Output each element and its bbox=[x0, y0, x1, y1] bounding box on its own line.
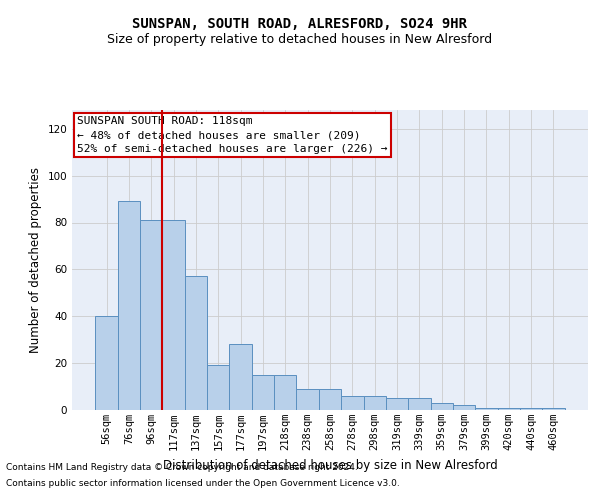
Bar bbox=[229, 344, 252, 410]
Bar bbox=[520, 408, 542, 410]
Bar bbox=[95, 316, 118, 410]
Text: Contains public sector information licensed under the Open Government Licence v3: Contains public sector information licen… bbox=[6, 478, 400, 488]
Bar bbox=[408, 398, 431, 410]
Text: Contains HM Land Registry data © Crown copyright and database right 2024.: Contains HM Land Registry data © Crown c… bbox=[6, 464, 358, 472]
Bar bbox=[364, 396, 386, 410]
Text: SUNSPAN, SOUTH ROAD, ALRESFORD, SO24 9HR: SUNSPAN, SOUTH ROAD, ALRESFORD, SO24 9HR bbox=[133, 18, 467, 32]
X-axis label: Distribution of detached houses by size in New Alresford: Distribution of detached houses by size … bbox=[163, 458, 497, 471]
Bar bbox=[296, 389, 319, 410]
Bar bbox=[319, 389, 341, 410]
Text: Size of property relative to detached houses in New Alresford: Size of property relative to detached ho… bbox=[107, 32, 493, 46]
Bar bbox=[207, 366, 229, 410]
Bar bbox=[140, 220, 163, 410]
Y-axis label: Number of detached properties: Number of detached properties bbox=[29, 167, 42, 353]
Bar bbox=[431, 403, 453, 410]
Bar bbox=[118, 202, 140, 410]
Bar bbox=[497, 408, 520, 410]
Text: SUNSPAN SOUTH ROAD: 118sqm
← 48% of detached houses are smaller (209)
52% of sem: SUNSPAN SOUTH ROAD: 118sqm ← 48% of deta… bbox=[77, 116, 388, 154]
Bar bbox=[475, 408, 497, 410]
Bar bbox=[386, 398, 408, 410]
Bar bbox=[453, 406, 475, 410]
Bar bbox=[274, 375, 296, 410]
Bar bbox=[542, 408, 565, 410]
Bar bbox=[341, 396, 364, 410]
Bar bbox=[185, 276, 207, 410]
Bar bbox=[163, 220, 185, 410]
Bar bbox=[252, 375, 274, 410]
